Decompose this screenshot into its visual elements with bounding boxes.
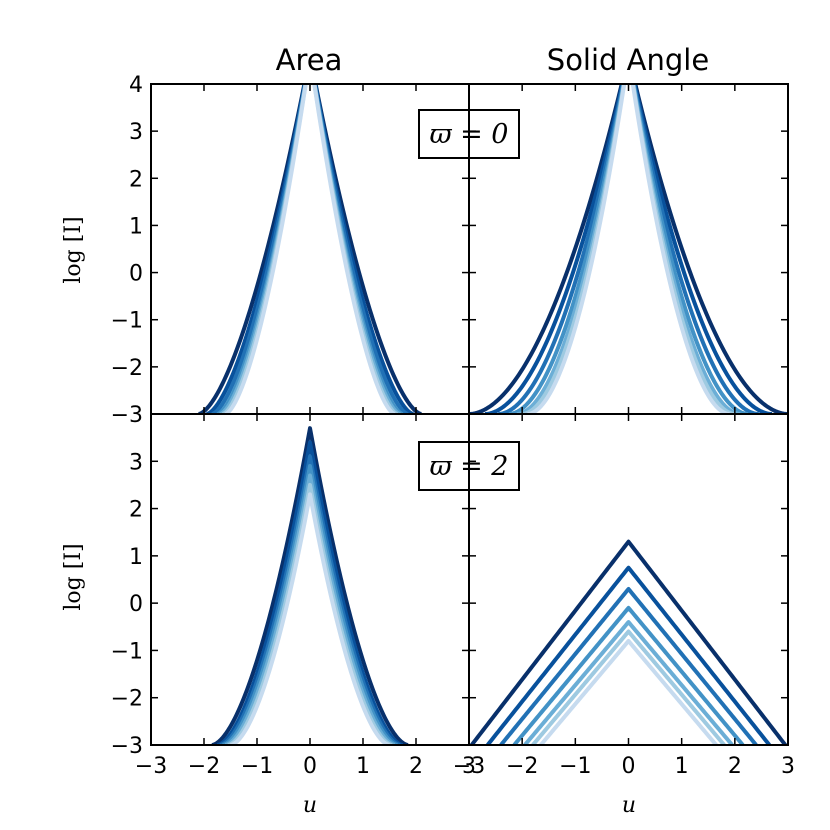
series-line-4 [221,464,399,745]
x-tick-label: −1 [559,754,591,779]
x-tick-label: 1 [356,754,370,779]
series-line-4 [216,84,404,414]
panel-bottom-right: −3 −2 −1 0 1 2 3 [453,413,795,779]
series-group [211,426,409,745]
y-tick-label: 3 [129,450,143,475]
y-tick-label: 0 [129,592,143,617]
series-line-4 [512,605,745,745]
series-line-6 [521,84,736,414]
series-line-1 [198,84,422,414]
series-line-3 [211,84,409,414]
series-line-6 [221,84,399,414]
series-line-6 [226,482,394,745]
series-group [469,84,788,414]
x-tick-label: 2 [409,754,423,779]
y-axis-label: log [I] [61,543,86,610]
y-tick-label: 2 [129,498,143,523]
column-title-area: Area [276,43,343,77]
y-tick-label: 1 [129,545,143,570]
series-line-7 [229,492,391,745]
y-tick-label: −3 [111,403,143,428]
series-line-1 [211,426,409,745]
series-line-5 [516,84,741,414]
series-line-3 [499,586,758,745]
series-line-7 [526,84,731,414]
series-line-2 [205,84,415,414]
y-tick-label: −1 [111,309,143,334]
panel-top-right [468,83,789,415]
series-line-6 [531,629,726,745]
y-tick-label: 1 [129,214,143,239]
series-line-4 [508,84,749,414]
x-tick-label: 0 [303,754,317,779]
series-line-3 [219,454,401,745]
x-tick-label: −2 [506,754,538,779]
y-tick-label: −2 [111,687,143,712]
y-tick-label: 4 [129,73,143,98]
series-line-5 [219,84,401,414]
y-tick-label: −3 [111,734,143,759]
series-line-2 [216,440,404,745]
y-tick-label: 2 [129,167,143,192]
y-tick-label: −1 [111,639,143,664]
x-tick-label: −3 [453,754,485,779]
series-line-1 [470,539,787,745]
x-tick-label: −1 [241,754,273,779]
x-tick-label: −2 [188,754,220,779]
series-line-5 [523,620,734,745]
series-line-2 [484,84,773,414]
column-title-solid-angle: Solid Angle [547,43,709,77]
series-line-5 [224,473,396,745]
series-group [470,539,787,745]
x-tick-label: 2 [728,754,742,779]
x-tick-label: 0 [622,754,636,779]
x-tick-label: 1 [675,754,689,779]
series-line-7 [539,638,718,745]
y-tick-label: −2 [111,356,143,381]
series-group [198,84,422,414]
series-line-1 [469,84,788,414]
x-tick-label: −3 [135,754,167,779]
ylabel-bottom: log [I] [61,543,86,610]
series-line-7 [224,84,396,414]
x-axis-label-right: u [622,793,636,818]
y-axis-label: log [I] [61,216,86,283]
x-axis-label-left: u [303,793,317,818]
y-tick-label: 0 [129,262,143,287]
series-line-2 [486,565,771,745]
series-line-3 [497,84,760,414]
x-tick-label: 3 [462,754,476,779]
x-tick-label: 3 [781,754,795,779]
ylabel-top: log [I] [61,216,86,283]
y-tick-label: 3 [129,120,143,145]
